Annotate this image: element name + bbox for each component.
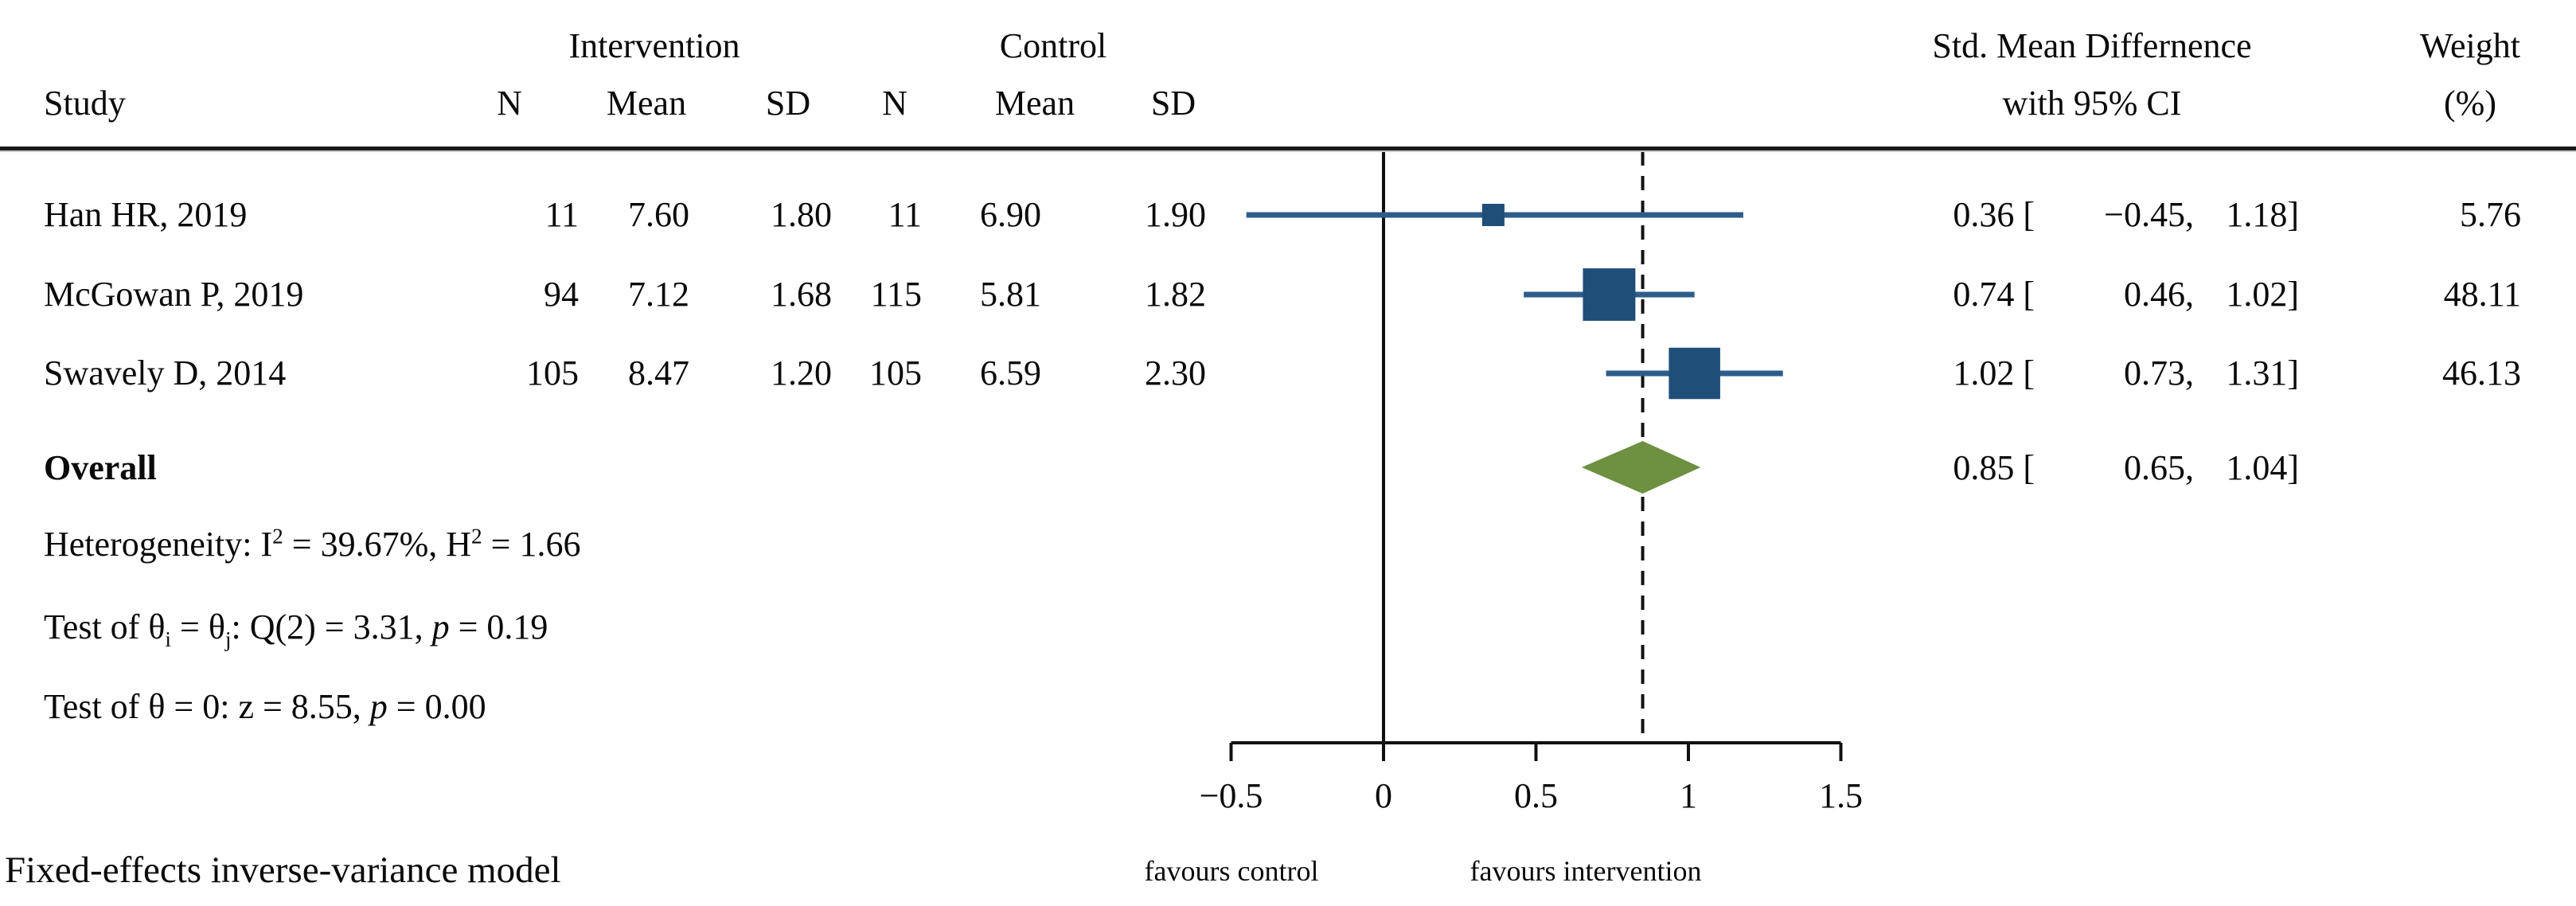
favours-control-label: favours control [1144, 855, 1319, 887]
intervention-n: 105 [526, 353, 579, 392]
axis-tick-label: 0.5 [1514, 776, 1558, 815]
axis-tick-label: 1.5 [1819, 776, 1863, 815]
ci-lower: 0.73, [2124, 353, 2194, 392]
overall-row: Overall 0.85 [ 0.65, 1.04] [0, 442, 2576, 494]
intervention-mean: 7.60 [628, 195, 689, 234]
ci-upper: 1.31] [2226, 353, 2299, 392]
axis-tick-label: 0 [1375, 776, 1392, 815]
heterogeneity-stats: Heterogeneity: I2 = 39.67%, H2 = 1.66 [44, 524, 581, 564]
intervention-n: 11 [544, 195, 579, 234]
intervention-mean: 8.47 [628, 353, 689, 392]
weight-header-line1: Weight [2420, 26, 2520, 65]
control-mean: 6.90 [980, 195, 1041, 234]
control-sd: 1.90 [1145, 195, 1206, 234]
overall-ci-upper: 1.04] [2226, 448, 2299, 487]
control-n: 115 [870, 275, 922, 314]
intervention-mean-header: Mean [606, 84, 687, 123]
overall-ci-lower: 0.65, [2124, 448, 2194, 487]
effect-header-line2: with 95% CI [2002, 84, 2182, 123]
ci-lower: −0.45, [2104, 195, 2194, 234]
intervention-sd: 1.20 [771, 353, 832, 392]
intervention-n-header: N [497, 84, 522, 123]
effect-estimate: 1.02 [ [1953, 353, 2035, 392]
control-group-header: Control [999, 26, 1107, 65]
study-name: Han HR, 2019 [44, 195, 248, 234]
control-n: 105 [869, 353, 922, 392]
weight-value: 46.13 [2442, 353, 2521, 392]
effect-estimate: 0.74 [ [1953, 275, 2035, 314]
favours-intervention-label: favours intervention [1469, 855, 1702, 887]
weight-value: 48.11 [2443, 275, 2521, 314]
axis-tick-label: 1 [1680, 776, 1697, 815]
control-n: 11 [888, 195, 922, 234]
test-overall-effect: Test of θ = 0: z = 8.55, p = 0.00 [44, 687, 486, 726]
overall-effect-estimate: 0.85 [ [1953, 448, 2035, 487]
study-name: Swavely D, 2014 [44, 353, 287, 392]
header-rule [0, 146, 2576, 150]
weight-value: 5.76 [2460, 195, 2521, 234]
effect-estimate: 0.36 [ [1953, 195, 2035, 234]
intervention-group-header: Intervention [568, 26, 740, 65]
axis-tick-label: −0.5 [1199, 776, 1263, 815]
control-mean: 6.59 [980, 353, 1041, 392]
effect-square [1669, 347, 1720, 400]
study-column-header: Study [44, 84, 126, 123]
overall-label: Overall [44, 448, 157, 487]
intervention-n: 94 [544, 275, 579, 314]
control-sd-header: SD [1150, 84, 1196, 123]
control-n-header: N [882, 84, 907, 123]
weight-header-line2: (%) [2444, 84, 2496, 123]
ci-upper: 1.18] [2226, 195, 2299, 234]
table-row: Han HR, 2019 11 7.60 1.80 11 6.90 1.90 0… [0, 189, 2576, 241]
study-name: McGowan P, 2019 [44, 275, 304, 314]
effect-square [1481, 204, 1505, 226]
model-note: Fixed-effects inverse-variance model [5, 849, 561, 891]
intervention-sd: 1.80 [771, 195, 832, 234]
header-rule-shadow [0, 150, 2576, 152]
control-mean-header: Mean [994, 84, 1075, 123]
test-homogeneity: Test of θi = θj: Q(2) = 3.31, p = 0.19 [44, 607, 548, 651]
table-row: McGowan P, 2019 94 7.12 1.68 115 5.81 1.… [0, 268, 2576, 321]
overall-diamond [1581, 441, 1701, 494]
control-mean: 5.81 [980, 275, 1041, 314]
table-row: Swavely D, 2014 105 8.47 1.20 105 6.59 2… [0, 347, 2576, 400]
intervention-mean: 7.12 [628, 275, 689, 314]
effect-header-line1: Std. Mean Differnence [1932, 26, 2252, 65]
intervention-sd: 1.68 [771, 275, 832, 314]
ci-lower: 0.46, [2124, 275, 2194, 314]
intervention-sd-header: SD [765, 84, 811, 123]
ci-upper: 1.02] [2226, 275, 2299, 314]
control-sd: 2.30 [1145, 353, 1206, 392]
effect-square [1583, 268, 1636, 321]
control-sd: 1.82 [1145, 275, 1206, 314]
